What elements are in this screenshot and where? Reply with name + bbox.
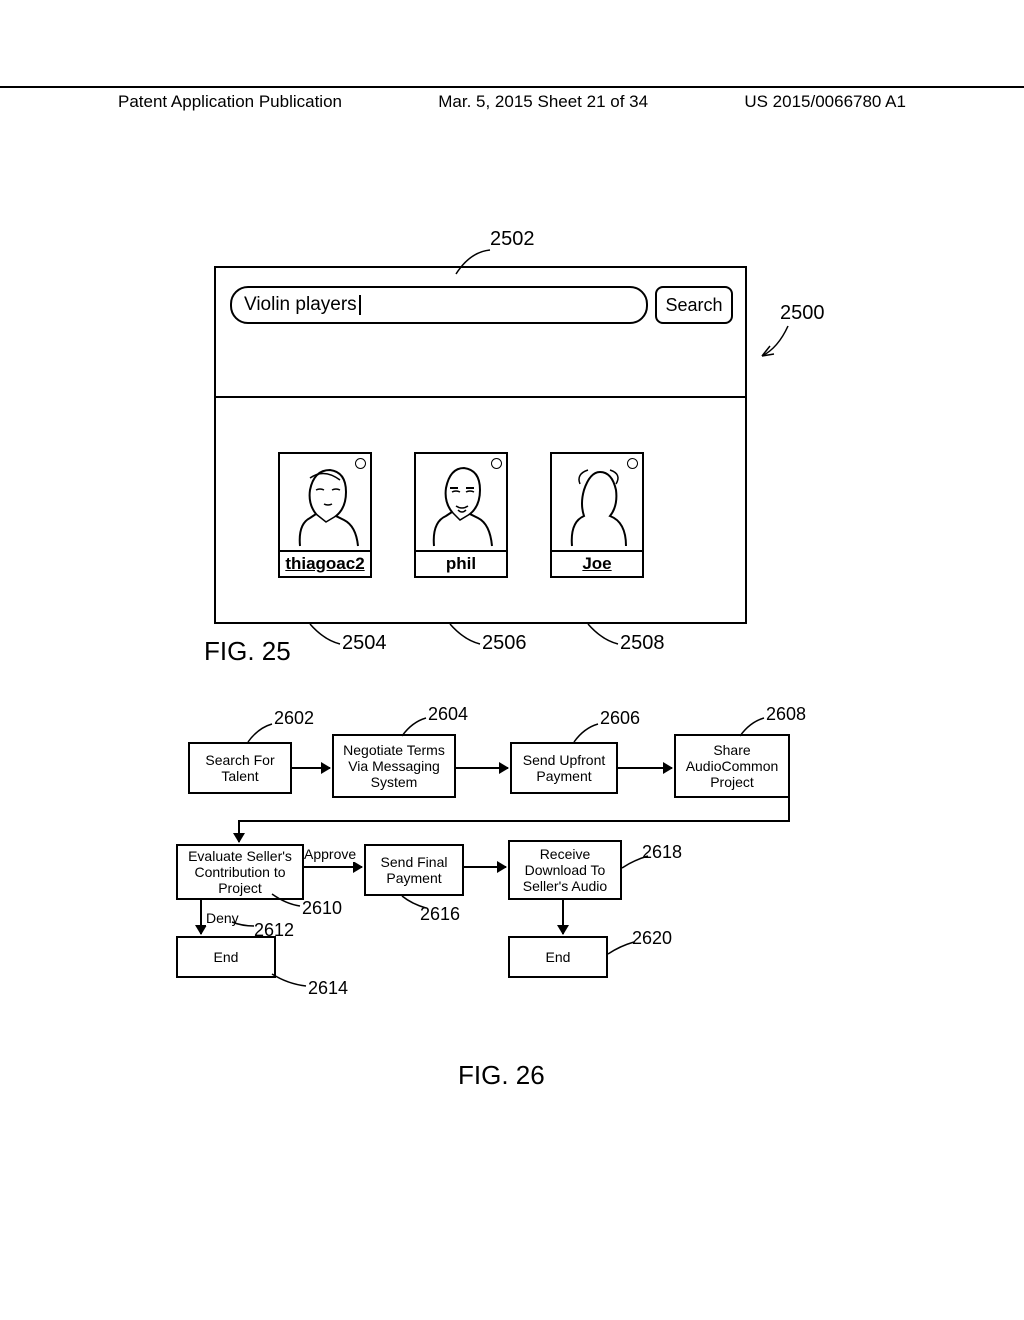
box-2614: End xyxy=(176,936,276,978)
search-button[interactable]: Search xyxy=(655,286,733,324)
fig26-label: FIG. 26 xyxy=(458,1060,545,1091)
card-label-3: Joe xyxy=(552,552,642,576)
header-right: US 2015/0066780 A1 xyxy=(744,92,906,112)
arrow-2602-2604 xyxy=(292,767,330,769)
ref-2604: 2604 xyxy=(428,704,468,725)
card-label-2: phil xyxy=(416,552,506,576)
leader-2610 xyxy=(268,890,302,910)
result-card-3[interactable]: Joe xyxy=(550,452,644,578)
arrow-approve xyxy=(304,866,362,868)
arrow-2604-2606 xyxy=(456,767,508,769)
leader-2508 xyxy=(584,622,620,648)
box-2604: Negotiate TermsVia MessagingSystem xyxy=(332,734,456,798)
ref-2618: 2618 xyxy=(642,842,682,863)
arrow-2618-end xyxy=(562,900,564,934)
arrow-deny xyxy=(200,900,202,934)
ref-2502: 2502 xyxy=(490,228,535,251)
status-dot-icon xyxy=(491,458,502,469)
arrow-2616-2618 xyxy=(464,866,506,868)
arrow-into-2610 xyxy=(238,820,240,842)
ref-2616: 2616 xyxy=(420,904,460,925)
box-2620: End xyxy=(508,936,608,978)
box-2618: ReceiveDownload ToSeller's Audio xyxy=(508,840,622,900)
status-dot-icon xyxy=(355,458,366,469)
page-header: Patent Application Publication Mar. 5, 2… xyxy=(0,86,1024,112)
leader-2612 xyxy=(230,920,256,934)
header-center: Mar. 5, 2015 Sheet 21 of 34 xyxy=(438,92,648,112)
search-value: Violin players xyxy=(244,294,357,316)
avatar-3 xyxy=(552,454,642,552)
ref-2602: 2602 xyxy=(274,708,314,729)
status-dot-icon xyxy=(627,458,638,469)
leader-2606 xyxy=(570,722,600,744)
box-2608: ShareAudioCommonProject xyxy=(674,734,790,798)
leader-2602 xyxy=(244,722,274,744)
ref-2504: 2504 xyxy=(342,632,387,655)
ref-2610: 2610 xyxy=(302,898,342,919)
result-card-1[interactable]: thiagoac2 xyxy=(278,452,372,578)
ref-2506: 2506 xyxy=(482,632,527,655)
ref-2608: 2608 xyxy=(766,704,806,725)
header-left: Patent Application Publication xyxy=(118,92,342,112)
text-cursor xyxy=(359,295,361,315)
card-label-1: thiagoac2 xyxy=(280,552,370,576)
leader-2608 xyxy=(736,716,766,738)
avatar-1 xyxy=(280,454,370,552)
search-input[interactable]: Violin players xyxy=(230,286,648,324)
leader-2500 xyxy=(758,324,794,360)
label-approve: Approve xyxy=(304,846,356,862)
arrow-2606-2608 xyxy=(618,767,672,769)
ref-2500: 2500 xyxy=(780,302,825,325)
search-area: Violin players Search xyxy=(216,268,745,398)
ref-2614: 2614 xyxy=(308,978,348,999)
ref-2612: 2612 xyxy=(254,920,294,941)
leader-2504 xyxy=(306,622,342,648)
result-card-2[interactable]: phil xyxy=(414,452,508,578)
box-2606: Send UpfrontPayment xyxy=(510,742,618,794)
ref-2508: 2508 xyxy=(620,632,665,655)
box-2616: Send FinalPayment xyxy=(364,844,464,896)
results-area: thiagoac2 phil xyxy=(216,398,745,623)
ref-2620: 2620 xyxy=(632,928,672,949)
fig25-panel: Violin players Search thiagoac2 xyxy=(214,266,747,624)
ref-2606: 2606 xyxy=(600,708,640,729)
leader-2614 xyxy=(268,972,308,992)
line-2608-across xyxy=(238,820,790,822)
leader-2506 xyxy=(446,622,482,648)
fig26-flowchart: Search ForTalent Negotiate TermsVia Mess… xyxy=(188,714,808,1004)
line-2608-down xyxy=(788,798,790,822)
avatar-2 xyxy=(416,454,506,552)
fig25-label: FIG. 25 xyxy=(204,636,291,667)
box-2602: Search ForTalent xyxy=(188,742,292,794)
leader-2604 xyxy=(398,716,428,738)
